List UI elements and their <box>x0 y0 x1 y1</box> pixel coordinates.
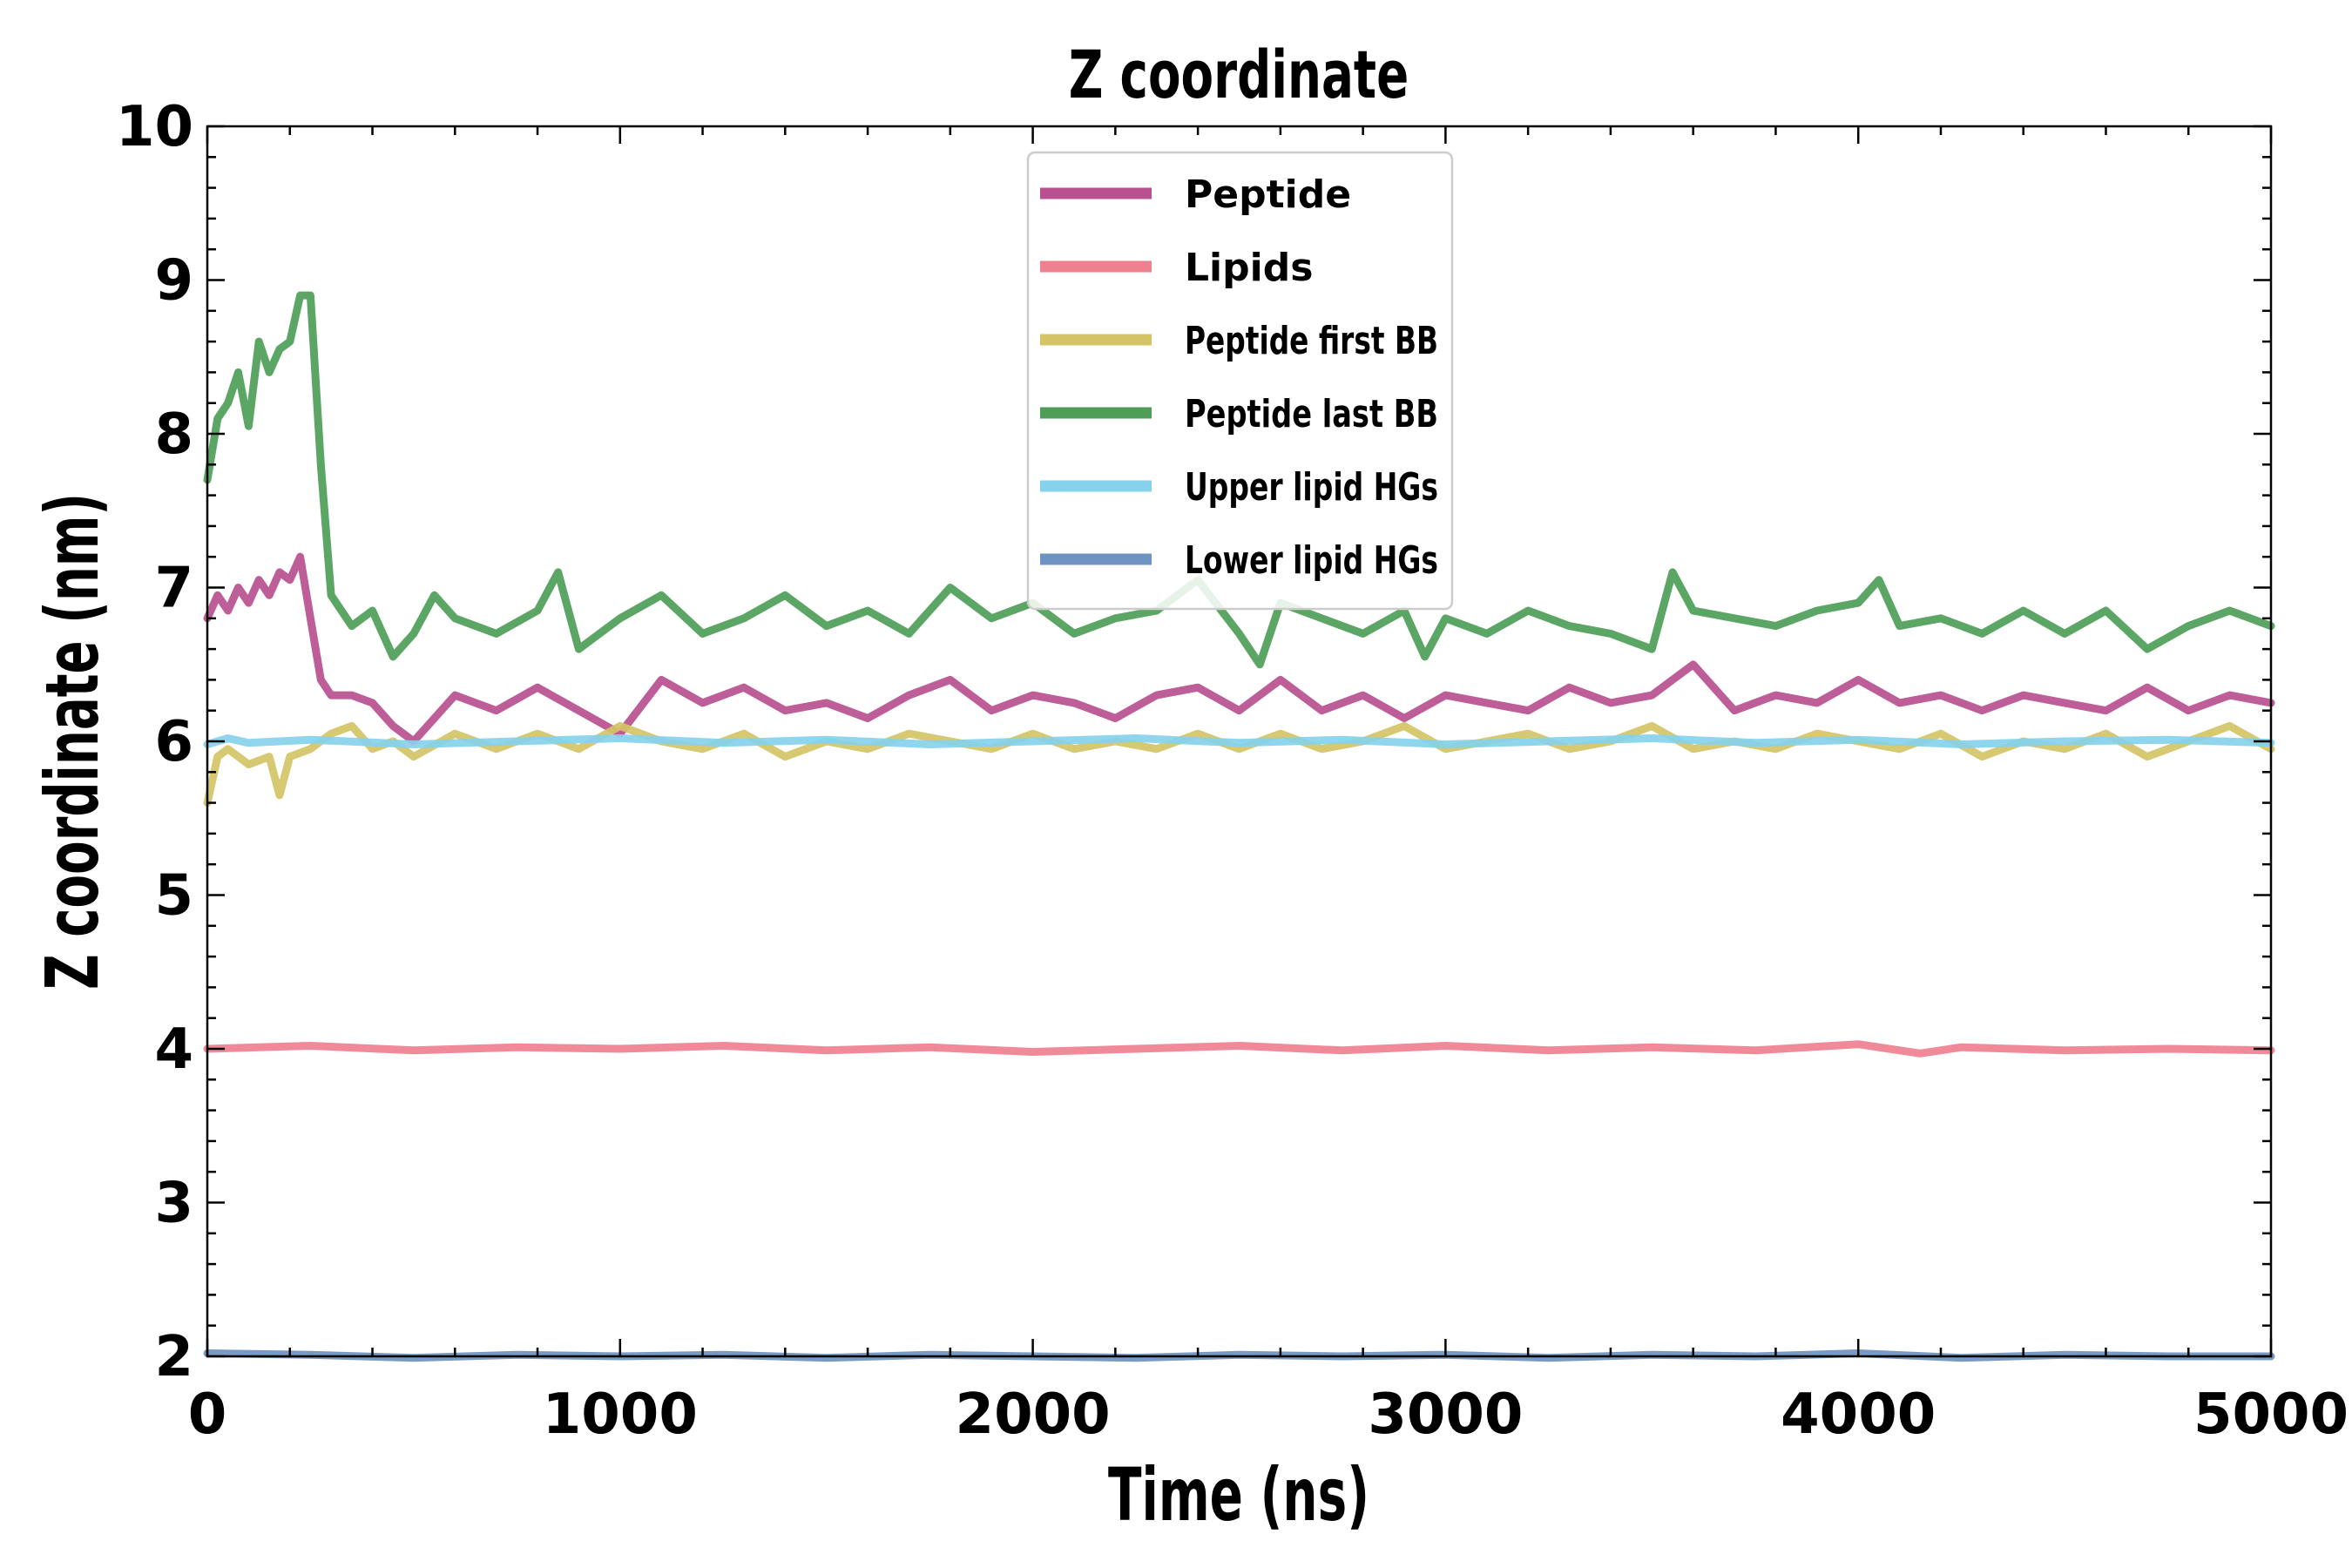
plot-frame <box>206 125 2273 1358</box>
series-line-4 <box>203 734 2275 748</box>
y-tick-label: 8 <box>154 402 193 467</box>
legend-label: Peptide <box>1185 172 1351 217</box>
x-tick-label: 2000 <box>956 1382 1111 1447</box>
y-tick-label: 6 <box>154 710 193 774</box>
chart-title: Z coordinate <box>1069 37 1409 113</box>
y-axis-label: Z coordinate (nm) <box>30 493 115 990</box>
legend-label: Lipids <box>1185 246 1313 290</box>
legend: Peptide Lipids Peptide first BB Peptide las… <box>1026 151 1454 611</box>
x-tick-label: 4000 <box>1781 1382 1936 1447</box>
series-line-0 <box>203 552 2275 746</box>
y-tick-label: 2 <box>154 1325 193 1389</box>
series-line-2 <box>203 721 2275 808</box>
y-tick-label: 10 <box>116 95 193 159</box>
x-tick-label: 3000 <box>1368 1382 1523 1447</box>
tick-labels: 0 1000 2000 3000 4000 5000 2 3 4 5 6 7 8 9 10 <box>116 95 2349 1447</box>
legend-label: Peptide first BB <box>1185 319 1438 363</box>
x-tick-label: 5000 <box>2193 1382 2349 1447</box>
y-tick-label: 9 <box>154 249 193 314</box>
series-line-3 <box>203 291 2275 669</box>
x-tick-label: 0 <box>188 1382 227 1447</box>
y-tick-label: 5 <box>154 864 193 929</box>
legend-label: Upper lipid HGs <box>1185 465 1438 510</box>
legend-label: Lower lipid HGs <box>1185 538 1438 583</box>
legend-label: Peptide last BB <box>1185 392 1438 436</box>
series-line-1 <box>203 1040 2275 1058</box>
y-tick-label: 3 <box>154 1172 193 1236</box>
x-tick-label: 1000 <box>543 1382 698 1447</box>
y-tick-label: 7 <box>154 557 193 621</box>
x-axis-label: Time (ns) <box>1108 1452 1369 1538</box>
y-tick-label: 4 <box>154 1017 193 1082</box>
